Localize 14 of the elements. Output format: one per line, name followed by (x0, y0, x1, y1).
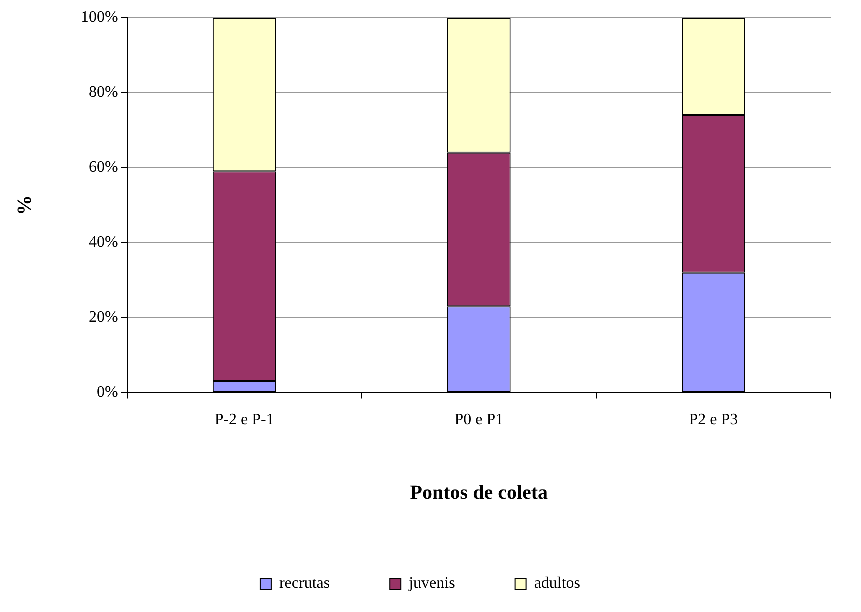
y-axis-title: % (14, 195, 36, 216)
y-tick-label: 100% (81, 9, 118, 26)
legend-label: juvenis (408, 575, 456, 592)
y-tick-label: 20% (89, 309, 118, 326)
x-tick-label: P-2 e P-1 (214, 412, 274, 429)
y-tick-label: 40% (89, 234, 118, 252)
legend-label: recrutas (279, 575, 330, 592)
y-tick-label: 60% (89, 159, 118, 176)
x-tick-label: P2 e P3 (689, 412, 738, 429)
y-tick-label: 0% (97, 384, 118, 402)
legend-label: adultos (534, 575, 581, 592)
y-tick-label: 80% (89, 84, 118, 102)
x-tick-label: P0 e P1 (454, 412, 504, 429)
x-axis-title: Pontos de coleta (410, 482, 548, 504)
